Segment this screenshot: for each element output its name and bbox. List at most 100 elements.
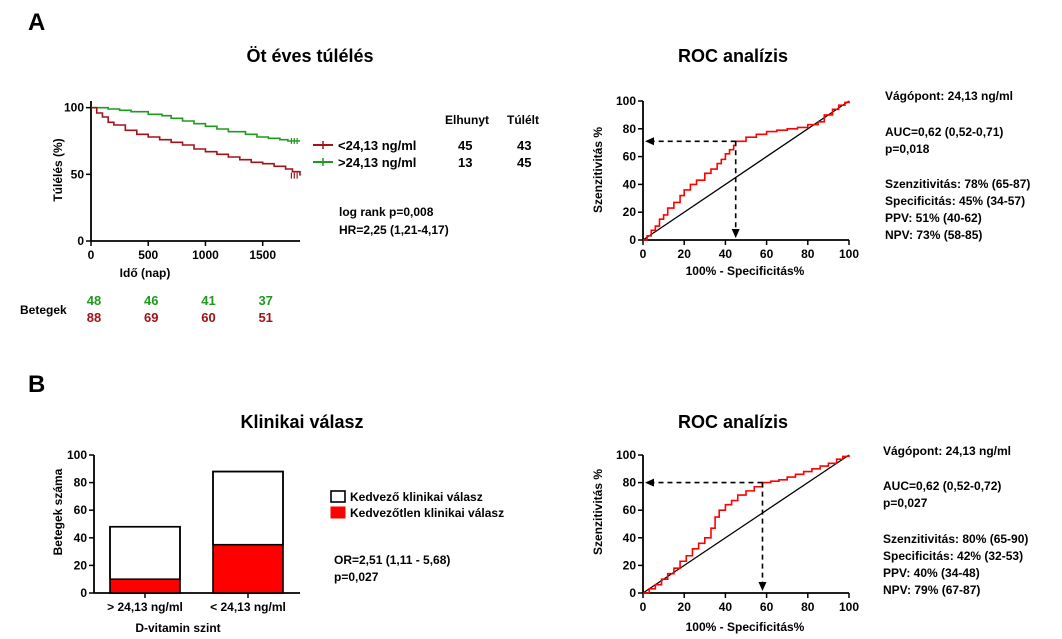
roc-a-ppv: PPV: 51% (40-62) <box>885 211 982 225</box>
roc-a-ytick-label: 20 <box>623 205 637 219</box>
roc-a-arrowhead-down <box>731 229 740 238</box>
roc-b-info: Vágópont: 24,13 ng/ml AUC=0,62 (0,52-0,7… <box>883 444 1028 597</box>
survival-stat-hr: HR=2,25 (1,21-4,17) <box>339 223 449 237</box>
at-risk-high: 41 <box>201 293 215 308</box>
roc-b-ytick-label: 0 <box>629 586 636 600</box>
roc-b-arrowhead-left <box>645 478 654 487</box>
roc-a-xtick-label: 80 <box>801 247 815 261</box>
survival-curve-low <box>91 106 301 176</box>
at-risk-high: 46 <box>144 293 158 308</box>
at-risk-table: 48 88 46 69 41 60 37 51 <box>87 293 273 325</box>
legend-swatch-unfavorable <box>330 506 346 519</box>
at-risk-low: 88 <box>87 310 101 325</box>
dead-count-low: 45 <box>458 138 472 153</box>
survival-ylabel: Túlélés (%) <box>51 138 65 201</box>
roc-b-curve <box>643 455 850 594</box>
survival-xtick-label: 1000 <box>192 248 219 262</box>
bars-stat-or: OR=2,51 (1,11 - 5,68) <box>334 553 450 567</box>
col-header-alive: Túlélt <box>507 113 539 127</box>
at-risk-high: 48 <box>87 293 101 308</box>
roc-a-xlabel: 100% - Specificitás% <box>686 264 805 278</box>
roc-a-ytick-label: 40 <box>623 177 637 191</box>
roc-a-spec: Specificitás: 45% (34-57) <box>885 194 1025 208</box>
at-risk-low: 60 <box>201 310 215 325</box>
legend-row-low: <24,13 ng/ml 45 43 <box>313 138 531 153</box>
survival-title: Öt éves túlélés <box>246 46 373 66</box>
bar-favorable <box>212 470 284 546</box>
bars-ytick-label: 60 <box>74 503 88 517</box>
legend-label-high: >24,13 ng/ml <box>338 155 416 170</box>
survival-ytick-label: 100 <box>64 101 84 115</box>
panel-letter-b: B <box>28 371 45 398</box>
roc-a-npv: NPV: 73% (58-85) <box>885 228 982 242</box>
roc-b-ytick-label: 40 <box>623 531 637 545</box>
roc-a-ytick-label: 0 <box>629 233 636 247</box>
alive-count-low: 43 <box>517 138 531 153</box>
bars-ytick-label: 20 <box>74 558 88 572</box>
bars-ytick-label: 80 <box>74 476 88 490</box>
col-header-dead: Elhunyt <box>445 113 489 127</box>
roc-a-plot: 0 20 40 60 80 100 0 20 40 60 80 100 <box>616 94 859 261</box>
legend-label-low: <24,13 ng/ml <box>338 138 416 153</box>
survival-xtick-label: 0 <box>88 248 95 262</box>
roc-b-sens: Szenzitivitás: 80% (65-90) <box>883 532 1028 546</box>
legend-swatch-favorable <box>330 490 346 503</box>
roc-a-xtick-label: 60 <box>760 247 774 261</box>
roc-b-plot: 0 20 40 60 80 100 0 20 40 60 80 100 <box>616 448 859 614</box>
at-risk-high: 37 <box>258 293 272 308</box>
survival-curve-high <box>91 106 300 142</box>
survival-ytick-label: 50 <box>71 167 85 181</box>
bars-title: Klinikai válasz <box>240 412 363 432</box>
roc-b-ytick-label: 20 <box>623 558 637 572</box>
alive-count-high: 45 <box>517 155 531 170</box>
roc-b-xtick-label: 80 <box>801 600 815 614</box>
roc-a-sens: Szenzitivitás: 78% (65-87) <box>885 177 1030 191</box>
bars-xtick-label: < 24,13 ng/ml <box>210 600 286 614</box>
roc-b-arrowhead-down <box>758 582 767 591</box>
bars-xtick-label: > 24,13 ng/ml <box>107 600 183 614</box>
roc-b-ppv: PPV: 40% (34-48) <box>883 566 980 580</box>
roc-b-auc: AUC=0,62 (0,52-0,72) <box>883 479 1001 493</box>
roc-a-auc: AUC=0,62 (0,52-0,71) <box>885 125 1003 139</box>
roc-b-xtick-label: 0 <box>640 600 647 614</box>
roc-a-xtick-label: 20 <box>678 247 692 261</box>
survival-stat-logrank: log rank p=0,008 <box>339 205 434 219</box>
at-risk-low: 51 <box>258 310 272 325</box>
roc-b-xtick-label: 100 <box>839 600 859 614</box>
roc-b-xtick-label: 20 <box>678 600 692 614</box>
bars-ylabel: Betegek száma <box>51 468 65 555</box>
dead-count-high: 13 <box>458 155 472 170</box>
roc-b-reference-line <box>642 454 850 594</box>
roc-a-p: p=0,018 <box>885 142 930 156</box>
roc-b-spec: Specificitás: 42% (32-53) <box>883 549 1023 563</box>
bar-unfavorable <box>109 578 181 594</box>
survival-xtick-label: 1500 <box>249 248 276 262</box>
roc-a-ytick-label: 60 <box>623 150 637 164</box>
survival-ytick-label: 0 <box>77 234 84 248</box>
roc-a-xtick-label: 100 <box>839 247 859 261</box>
roc-b-xtick-label: 40 <box>719 600 733 614</box>
bar-unfavorable <box>212 544 284 594</box>
bar-plot: 0 20 40 60 80 100 > 24,13 ng/ml < 24,13 ng/ml <box>67 448 300 614</box>
bars-ytick-label: 40 <box>74 531 88 545</box>
roc-b-cutoff: Vágópont: 24,13 ng/ml <box>883 444 1011 458</box>
legend-row-high: >24,13 ng/ml 13 45 <box>313 155 531 170</box>
bar-favorable <box>109 525 181 581</box>
roc-b-xtick-label: 60 <box>760 600 774 614</box>
roc-a-xtick-label: 0 <box>640 247 647 261</box>
roc-a-curve <box>643 101 850 241</box>
survival-xlabel: Idő (nap) <box>120 266 171 280</box>
roc-a-info: Vágópont: 24,13 ng/ml AUC=0,62 (0,52-0,7… <box>885 89 1030 242</box>
roc-a-cutoff: Vágópont: 24,13 ng/ml <box>885 89 1013 103</box>
roc-b-npv: NPV: 79% (67-87) <box>883 583 980 597</box>
panel-letter-a: A <box>28 9 45 36</box>
roc-b-ytick-label: 80 <box>623 476 637 490</box>
roc-b-ytick-label: 60 <box>623 503 637 517</box>
roc-a-xtick-label: 40 <box>719 247 733 261</box>
survival-xtick-label: 500 <box>138 248 158 262</box>
bars-stat-p: p=0,027 <box>334 570 379 584</box>
roc-b-ylabel: Szenzitivitás % <box>591 469 605 555</box>
roc-a-arrowhead-left <box>645 137 654 146</box>
